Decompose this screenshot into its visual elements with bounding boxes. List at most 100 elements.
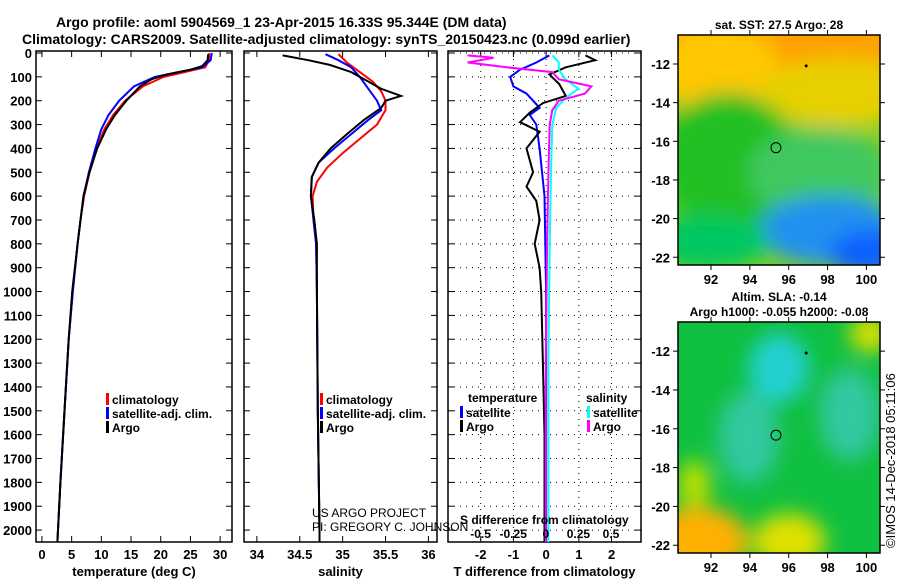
y-tick-label: 1500 bbox=[3, 404, 32, 419]
legend-swatch bbox=[106, 407, 109, 419]
x-tick-label: 36 bbox=[421, 547, 435, 562]
field-blob bbox=[678, 35, 779, 116]
x-tick-label: 2 bbox=[608, 547, 615, 562]
map-frame bbox=[677, 321, 881, 554]
x-tick-label: 10 bbox=[94, 547, 108, 562]
title-line-2: Climatology: CARS2009. Satellite-adjuste… bbox=[22, 31, 630, 47]
series-satellite-adj-clim- bbox=[56, 52, 213, 543]
lon-tick-label: 92 bbox=[704, 560, 718, 575]
s-tick-label: 0 bbox=[542, 527, 549, 541]
x-tick-label: 25 bbox=[183, 547, 197, 562]
series-t-satellite bbox=[509, 54, 550, 542]
panel-temperature: 0100200300400500600700800900100011001200… bbox=[3, 46, 233, 579]
lat-tick-label: -16 bbox=[651, 422, 670, 437]
field-blob bbox=[678, 506, 749, 553]
y-tick-label: 300 bbox=[10, 118, 32, 133]
s-tick-label: 0.25 bbox=[567, 527, 591, 541]
field-blob bbox=[748, 127, 880, 219]
s-tick-label: 0.5 bbox=[603, 527, 620, 541]
field-blob bbox=[678, 214, 769, 265]
lon-tick-label: 100 bbox=[856, 560, 878, 575]
series-argo bbox=[56, 54, 210, 543]
y-tick-label: 600 bbox=[10, 189, 32, 204]
x-tick-label: 20 bbox=[153, 547, 167, 562]
legend-swatch bbox=[587, 420, 590, 432]
y-tick-label: 500 bbox=[10, 165, 32, 180]
lat-tick-label: -14 bbox=[651, 96, 671, 111]
legend-title-salinity: salinity bbox=[586, 391, 628, 405]
lon-tick-label: 98 bbox=[820, 560, 834, 575]
y-tick-label: 0 bbox=[25, 46, 32, 61]
legend-label: satellite-adj. clim. bbox=[112, 407, 212, 421]
lat-tick-label: -22 bbox=[651, 538, 670, 553]
lon-tick-label: 92 bbox=[704, 272, 718, 287]
x-tick-label: 34.5 bbox=[287, 547, 312, 562]
lat-tick-label: -12 bbox=[651, 57, 670, 72]
legend-label: climatology bbox=[112, 393, 179, 407]
legend-swatch bbox=[587, 406, 590, 418]
project-line-1: US ARGO PROJECT bbox=[312, 506, 427, 520]
y-tick-label: 700 bbox=[10, 213, 32, 228]
x-axis-label: temperature (deg C) bbox=[72, 564, 196, 579]
panel-differences: -2 -1 0 1 2 T difference from climatology temp… bbox=[447, 50, 642, 579]
lon-tick-label: 100 bbox=[856, 272, 878, 287]
series-climatology bbox=[56, 52, 211, 543]
legend-swatch bbox=[460, 420, 463, 432]
field-blob bbox=[678, 460, 711, 507]
y-tick-label: 2000 bbox=[3, 523, 32, 538]
x-tick-label: 1 bbox=[575, 547, 582, 562]
legend-label: satellite bbox=[593, 406, 638, 420]
lat-tick-label: -20 bbox=[651, 212, 670, 227]
profile-location-marker bbox=[770, 429, 782, 441]
lon-tick-label: 94 bbox=[743, 560, 758, 575]
lat-tick-label: -12 bbox=[651, 344, 670, 359]
x-axis-label: T difference from climatology bbox=[453, 564, 636, 579]
lat-tick-label: -18 bbox=[651, 461, 670, 476]
map-title: sat. SST: 27.5 Argo: 28 bbox=[715, 18, 844, 32]
map-sst_map: sat. SST: 27.5 Argo: 28 92 94 96 98 100 -12 -14… bbox=[651, 18, 885, 287]
field-blob bbox=[819, 368, 880, 461]
lat-tick-label: -14 bbox=[651, 383, 671, 398]
y-tick-label: 900 bbox=[10, 261, 32, 276]
s-axis-label: S difference from climatology bbox=[460, 513, 629, 527]
map-title: Argo h1000: -0.055 h2000: -0.08 bbox=[690, 305, 869, 319]
y-tick-label: 1300 bbox=[3, 356, 32, 371]
map-title: Altim. SLA: -0.14 bbox=[731, 290, 827, 304]
panel-frame bbox=[35, 50, 233, 543]
series-climatology bbox=[311, 53, 387, 542]
legend-label: Argo bbox=[593, 420, 621, 434]
legend-label: Argo bbox=[326, 421, 354, 435]
island-marker bbox=[804, 64, 808, 68]
map-frame bbox=[677, 34, 881, 266]
map-field bbox=[678, 35, 880, 265]
field-blob bbox=[718, 391, 779, 484]
s-tick-label: -0.5 bbox=[470, 527, 491, 541]
x-tick-label: 30 bbox=[213, 547, 227, 562]
x-tick-label: 5 bbox=[68, 547, 75, 562]
x-tick-label: 0 bbox=[543, 547, 550, 562]
series-argo bbox=[282, 54, 405, 542]
x-tick-label: 35.5 bbox=[373, 547, 398, 562]
field-blob bbox=[829, 230, 880, 265]
legend-label: satellite-adj. clim. bbox=[326, 407, 426, 421]
panel-frame bbox=[243, 50, 438, 543]
y-tick-label: 1000 bbox=[3, 285, 32, 300]
series-t-argo bbox=[518, 54, 599, 542]
island-marker bbox=[804, 351, 808, 355]
y-tick-label: 1600 bbox=[3, 428, 32, 443]
legend-label: satellite bbox=[466, 406, 511, 420]
lat-tick-label: -20 bbox=[651, 499, 670, 514]
x-axis-label: salinity bbox=[318, 564, 364, 579]
legend-swatch bbox=[106, 421, 109, 433]
lon-tick-label: 96 bbox=[781, 272, 795, 287]
y-tick-label: 200 bbox=[10, 94, 32, 109]
legend-swatch bbox=[320, 421, 323, 433]
legend-swatch bbox=[106, 393, 109, 405]
map-field bbox=[678, 322, 880, 553]
series-s-satellite bbox=[547, 54, 581, 542]
y-tick-label: 100 bbox=[10, 70, 32, 85]
project-line-2: PI: GREGORY C. JOHNSON bbox=[312, 520, 468, 534]
panel-salinity: 34 34.5 35 35.5 36 salinity climatologysatelli… bbox=[243, 50, 438, 579]
